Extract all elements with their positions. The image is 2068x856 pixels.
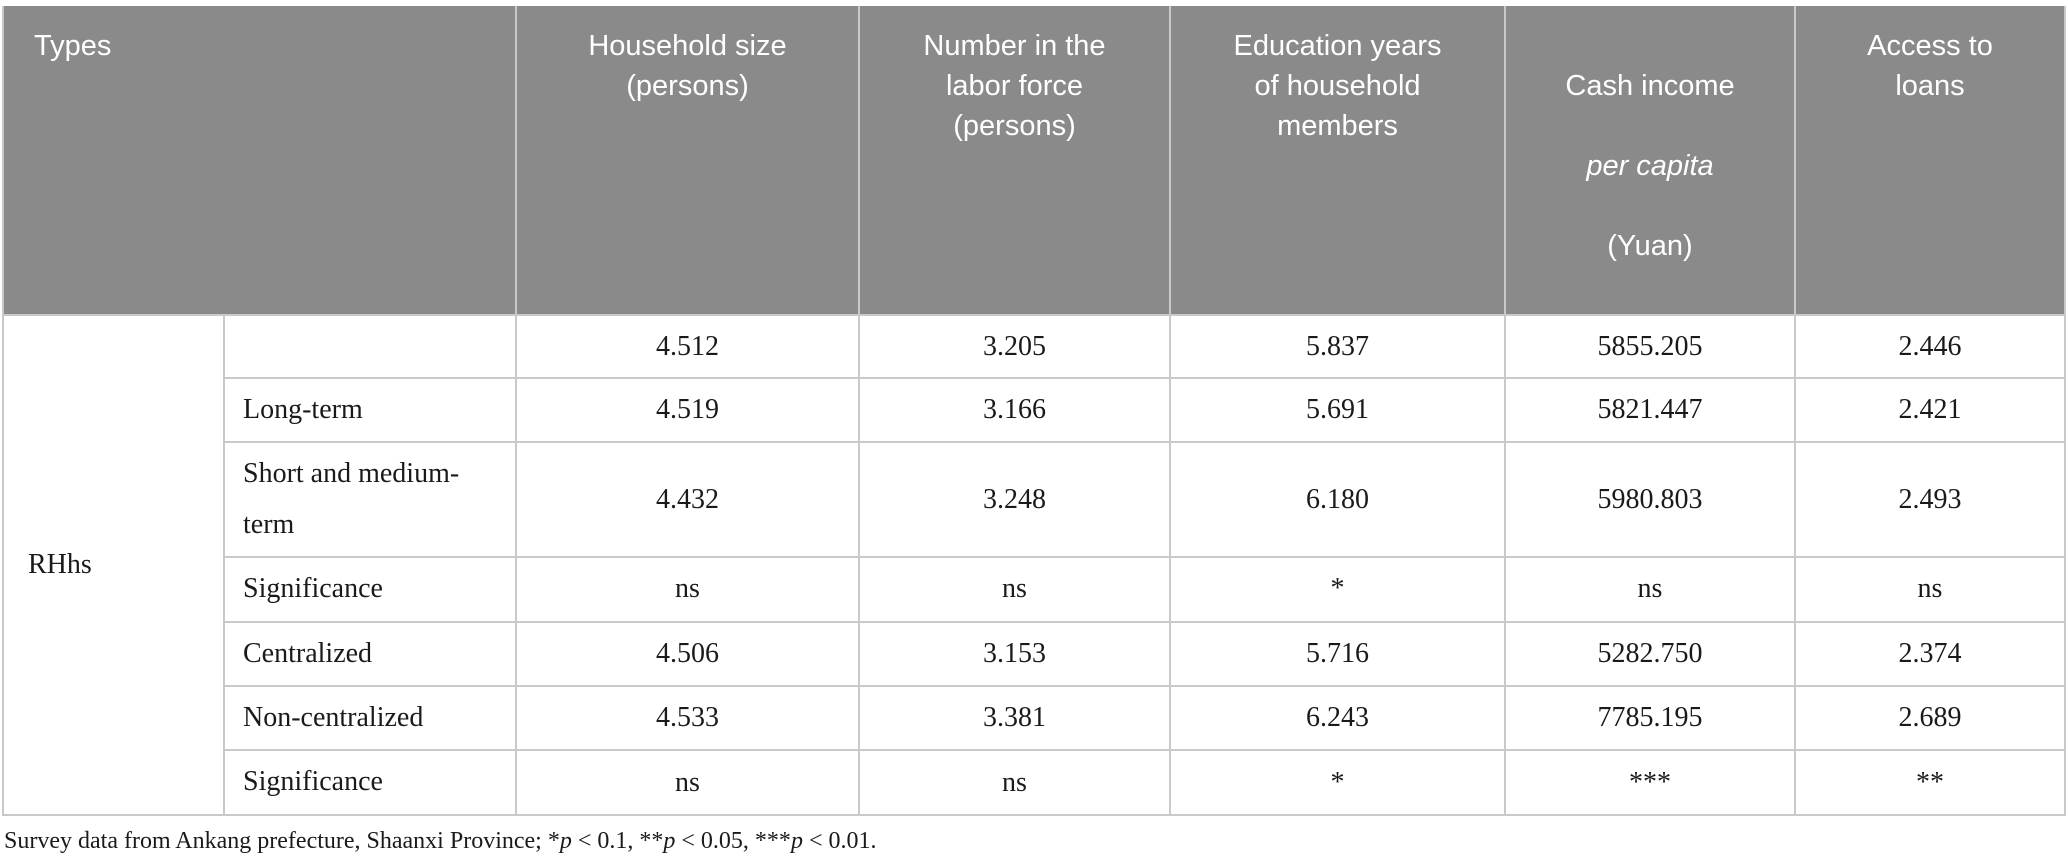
descriptive-statistics-table: Types Household size (persons) Number in… bbox=[2, 6, 2066, 816]
table-row: Significance ns ns * *** ** bbox=[3, 749, 2066, 816]
value-cell: *** bbox=[1504, 749, 1796, 816]
value-cell: 2.446 bbox=[1794, 314, 2066, 379]
table-header-row: Types Household size (persons) Number in… bbox=[2, 6, 2066, 316]
footnote-text: < 0.05, *** bbox=[675, 827, 791, 854]
value-cell: 2.374 bbox=[1794, 620, 2066, 687]
value-cell: ns bbox=[858, 556, 1171, 623]
value-cell: 7785.195 bbox=[1504, 684, 1796, 752]
footnote-text: < 0.01. bbox=[802, 827, 877, 854]
value-cell: 4.512 bbox=[515, 314, 860, 379]
header-labor-force: Number in the labor force (persons) bbox=[858, 6, 1171, 316]
value-cell: 5282.750 bbox=[1504, 620, 1796, 687]
value-cell: 3.166 bbox=[858, 376, 1171, 444]
header-household-size: Household size (persons) bbox=[515, 6, 860, 316]
value-cell: 5821.447 bbox=[1504, 376, 1796, 444]
value-cell: 4.432 bbox=[515, 441, 860, 559]
value-cell: 3.153 bbox=[858, 620, 1171, 687]
value-cell: 3.205 bbox=[858, 314, 1171, 379]
table-row: Non-centralized 4.533 3.381 6.243 7785.1… bbox=[3, 684, 2066, 752]
value-cell: * bbox=[1169, 556, 1506, 623]
table-row: Centralized 4.506 3.153 5.716 5282.750 2… bbox=[3, 620, 2066, 687]
footnote-text: Survey data from Ankang prefecture, Shaa… bbox=[4, 827, 560, 854]
value-cell: 6.243 bbox=[1169, 684, 1506, 752]
table-row: RHhs 4.512 3.205 5.837 5855.205 2.446 bbox=[2, 314, 2066, 816]
value-cell: 5.716 bbox=[1169, 620, 1506, 687]
table-row: Long-term 4.519 3.166 5.691 5821.447 2.4… bbox=[3, 376, 2066, 444]
row-label: Significance bbox=[223, 556, 517, 623]
value-cell: 2.421 bbox=[1794, 376, 2066, 444]
table-row: Short and medium-term 4.432 3.248 6.180 … bbox=[3, 441, 2066, 559]
row-label: Significance bbox=[223, 749, 517, 816]
footnote-p-italic: p bbox=[559, 827, 572, 854]
value-cell: ** bbox=[1794, 749, 2066, 816]
table-footnote: Survey data from Ankang prefecture, Shaa… bbox=[2, 826, 2066, 856]
value-cell: 5980.803 bbox=[1504, 441, 1796, 559]
value-cell: 5855.205 bbox=[1504, 314, 1796, 379]
value-cell: 3.381 bbox=[858, 684, 1171, 752]
row-label: Long-term bbox=[223, 376, 517, 444]
value-cell: 4.519 bbox=[515, 376, 860, 444]
footnote-p-italic: p bbox=[663, 827, 676, 854]
value-cell: ns bbox=[1504, 556, 1796, 623]
row-label bbox=[223, 314, 517, 379]
header-cash-income-line3: (Yuan) bbox=[1607, 230, 1693, 262]
value-cell: 4.533 bbox=[515, 684, 860, 752]
row-label: Centralized bbox=[223, 620, 517, 687]
value-cell: ns bbox=[515, 556, 860, 623]
value-cell: * bbox=[1169, 749, 1506, 816]
value-cell: 5.837 bbox=[1169, 314, 1506, 379]
footnote-text: < 0.1, ** bbox=[571, 827, 664, 854]
value-cell: 3.248 bbox=[858, 441, 1171, 559]
value-cell: ns bbox=[858, 749, 1171, 816]
value-cell: ns bbox=[515, 749, 860, 816]
value-cell: ns bbox=[1794, 556, 2066, 623]
value-cell: 5.691 bbox=[1169, 376, 1506, 444]
row-label: Short and medium-term bbox=[223, 441, 517, 559]
header-types: Types bbox=[2, 6, 517, 316]
header-cash-income-line1: Cash income bbox=[1565, 70, 1735, 102]
table-figure: Types Household size (persons) Number in… bbox=[2, 6, 2066, 854]
header-education-years: Education years of household members bbox=[1169, 6, 1506, 316]
value-cell: 2.493 bbox=[1794, 441, 2066, 559]
header-cash-income-line2: per capita bbox=[1586, 150, 1714, 182]
header-cash-income: Cash income per capita (Yuan) bbox=[1504, 6, 1796, 316]
value-cell: 6.180 bbox=[1169, 441, 1506, 559]
header-access-loans: Access to loans bbox=[1794, 6, 2066, 316]
value-cell: 2.689 bbox=[1794, 684, 2066, 752]
table-row: Significance ns ns * ns ns bbox=[3, 556, 2066, 623]
group-cell-rhhs: RHhs bbox=[2, 314, 225, 816]
footnote-p-italic: p bbox=[790, 827, 803, 854]
row-label: Non-centralized bbox=[223, 684, 517, 752]
value-cell: 4.506 bbox=[515, 620, 860, 687]
